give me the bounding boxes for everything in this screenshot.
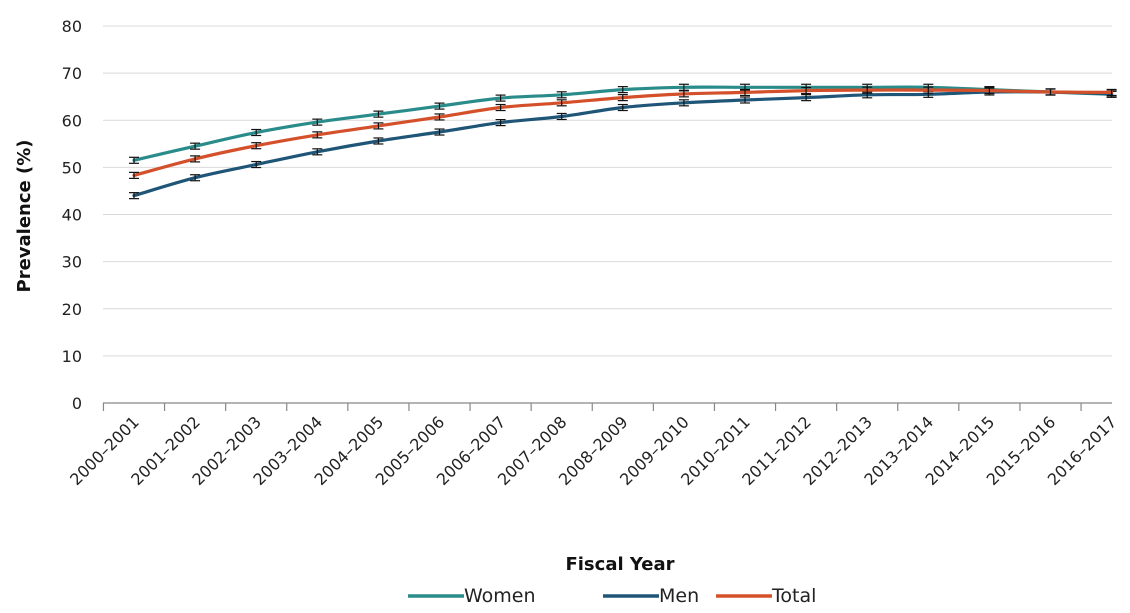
series-layer: [129, 83, 1117, 200]
y-tick-label: 20: [62, 300, 82, 319]
error-bar-men: [495, 119, 506, 127]
error-bar-total: [373, 122, 384, 130]
error-bar-women: [129, 156, 139, 164]
legend-item-women: Women: [408, 585, 536, 607]
y-axis-ticks: 0 10 20 30 40 50 60 70 80: [62, 17, 82, 413]
y-tick-label: 70: [62, 64, 82, 83]
legend-label-women: Women: [464, 585, 536, 607]
error-bar-total: [862, 86, 873, 94]
legend-label-men: Men: [659, 585, 699, 607]
y-tick-label: 50: [62, 158, 82, 177]
y-tick-label: 40: [62, 206, 82, 225]
error-bar-total: [1045, 88, 1056, 96]
error-bar-total: [556, 99, 567, 107]
error-bar-women: [434, 102, 445, 110]
error-bar-total: [434, 113, 445, 121]
gridlines: [103, 25, 1112, 357]
error-bar-men: [373, 137, 384, 145]
error-bar-men: [251, 160, 262, 169]
x-axis-title: Fiscal Year: [565, 554, 674, 575]
error-bar-women: [190, 142, 201, 150]
series-line-total: [132, 88, 1114, 177]
error-bar-total: [1106, 88, 1117, 97]
legend-item-total: Total: [716, 585, 816, 607]
error-bar-total: [678, 90, 689, 98]
error-bar-women: [373, 110, 384, 118]
error-bar-total: [740, 88, 750, 97]
error-bar-women: [312, 118, 323, 126]
error-bar-men: [190, 174, 201, 182]
y-tick-label: 0: [72, 394, 82, 413]
y-tick-label: 80: [62, 17, 82, 36]
error-bar-men: [678, 99, 689, 107]
error-bar-total: [190, 155, 201, 163]
error-bar-men: [556, 112, 567, 121]
error-bar-total: [617, 94, 628, 102]
legend-label-total: Total: [771, 585, 816, 607]
error-bar-men: [129, 192, 139, 200]
error-bar-men: [617, 103, 628, 112]
error-bar-total: [251, 142, 262, 150]
error-bar-total: [801, 86, 812, 95]
legend: Women Men Total: [408, 585, 816, 607]
y-tick-label: 60: [62, 111, 82, 130]
y-axis-title: Prevalence (%): [14, 140, 35, 293]
error-bar-men: [740, 96, 750, 104]
error-bar-total: [984, 86, 995, 95]
legend-item-men: Men: [603, 585, 699, 607]
error-bar-women: [251, 128, 262, 137]
error-bar-women: [495, 94, 506, 102]
error-bar-women: [556, 91, 567, 99]
y-tick-label: 10: [62, 347, 82, 366]
error-bar-men: [312, 148, 323, 156]
error-bar-total: [312, 131, 323, 139]
error-bar-total: [495, 103, 506, 112]
error-bar-total: [129, 171, 139, 179]
error-bar-women: [617, 86, 628, 94]
error-bar-total: [923, 86, 934, 94]
error-bar-men: [801, 94, 812, 102]
error-bar-men: [434, 128, 445, 136]
x-axis: 2000–20012001–20022002–20032003–20042004…: [66, 402, 1120, 489]
y-tick-label: 30: [62, 253, 82, 272]
